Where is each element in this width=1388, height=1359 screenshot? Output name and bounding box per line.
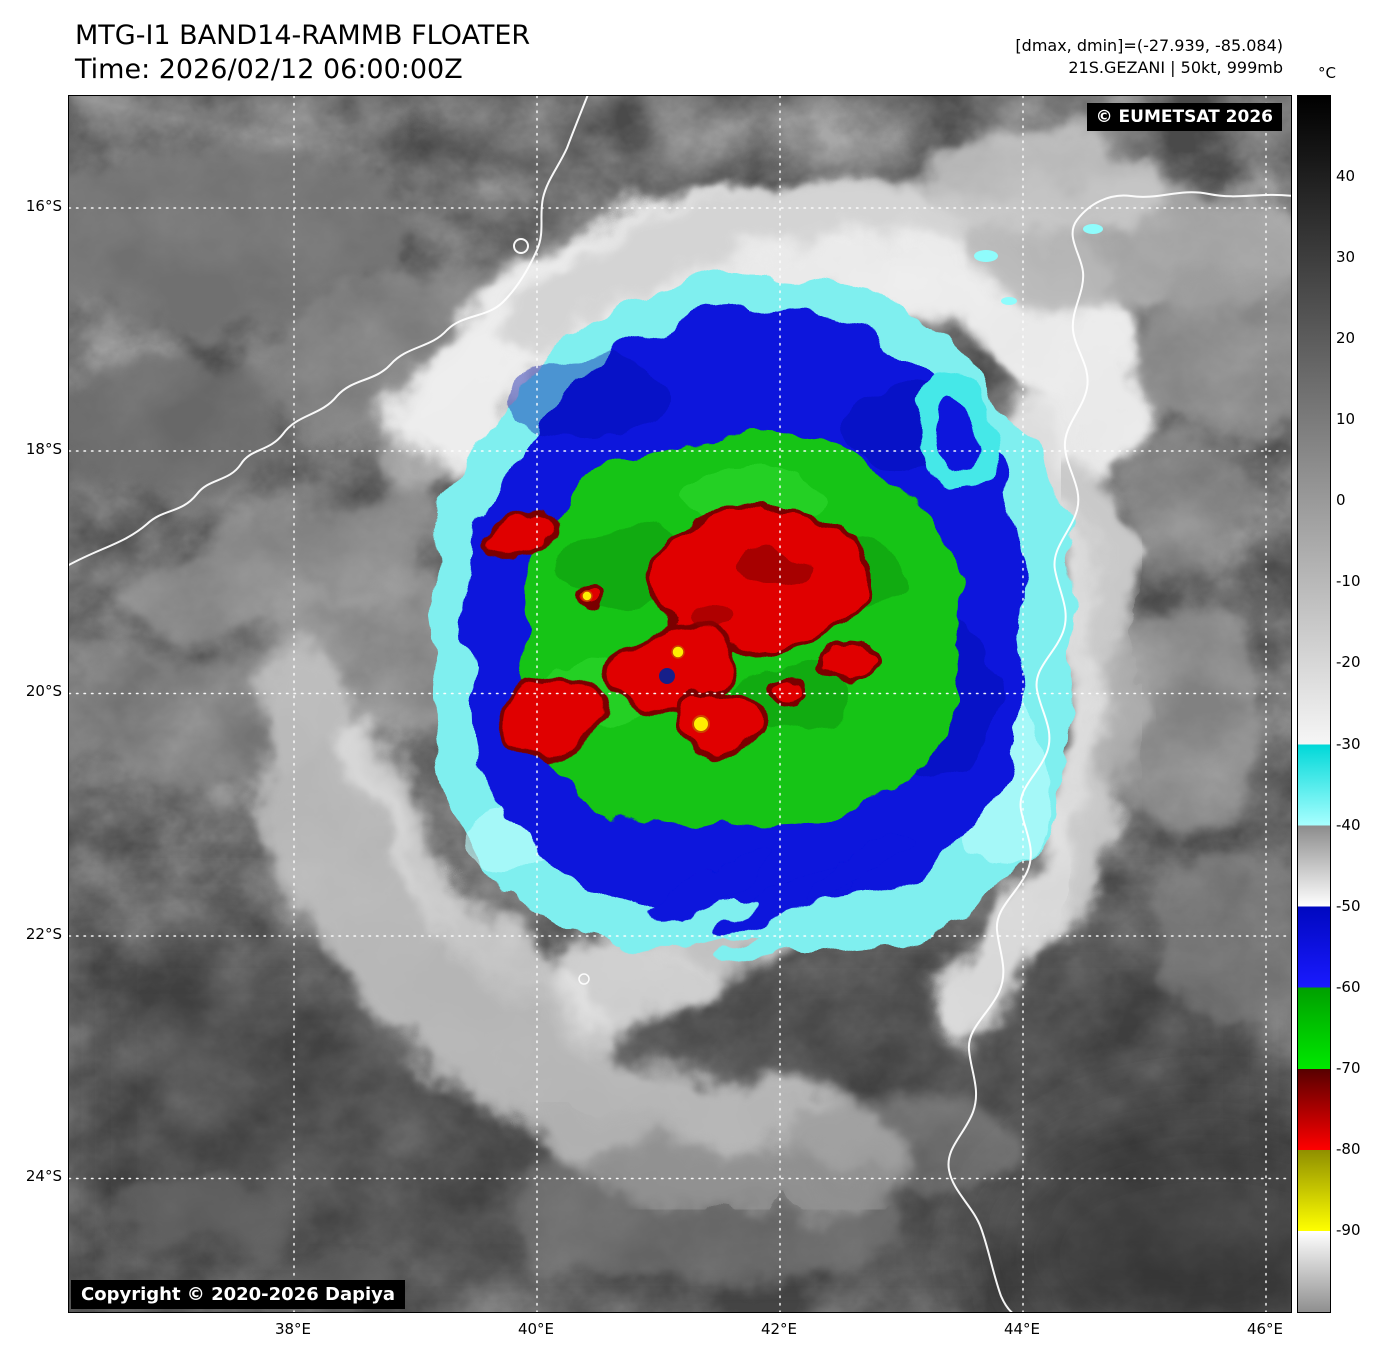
colorbar-tick-label: 0: [1336, 491, 1346, 509]
colorbar-tick-label: -10: [1336, 572, 1361, 590]
lat-label-20s: 20°S: [0, 682, 62, 700]
colorbar-tick-label: -90: [1336, 1221, 1361, 1239]
colorbar-tick-label: 20: [1336, 329, 1355, 347]
colorbar-tick-label: -60: [1336, 978, 1361, 996]
product-time: Time: 2026/02/12 06:00:00Z: [75, 54, 463, 85]
lat-label-22s: 22°S: [0, 925, 62, 943]
lon-label-44e: 44°E: [982, 1320, 1062, 1338]
colorbar-ticks: 40 30 20 10 0 -10 -20 -30 -40 -50 -60 -70 -80 -90: [1336, 95, 1388, 1311]
satellite-product-page: MTG-I1 BAND14-RAMMB FLOATER Time: 2026/0…: [0, 0, 1388, 1359]
satellite-map: © EUMETSAT 2026 Copyright © 2020-2026 Da…: [68, 95, 1292, 1313]
colorbar: [1297, 95, 1331, 1313]
dmax-dmin-readout: [dmax, dmin]=(-27.939, -85.084): [1015, 36, 1283, 55]
northeast-cold-cell: [912, 373, 996, 489]
colorbar-tick-label: 10: [1336, 410, 1355, 428]
lon-label-40e: 40°E: [496, 1320, 576, 1338]
copyright-badge: Copyright © 2020-2026 Dapiya: [71, 1280, 405, 1309]
colorbar-tick-label: 40: [1336, 167, 1355, 185]
lon-label-46e: 46°E: [1225, 1320, 1305, 1338]
colorbar-tick-label: -70: [1336, 1059, 1361, 1077]
lon-label-38e: 38°E: [253, 1320, 333, 1338]
colorbar-tick-label: -40: [1336, 816, 1361, 834]
lat-label-16s: 16°S: [0, 197, 62, 215]
product-title: MTG-I1 BAND14-RAMMB FLOATER: [75, 20, 530, 51]
lat-label-18s: 18°S: [0, 440, 62, 458]
eye-region-spot: [659, 668, 675, 684]
lat-label-24s: 24°S: [0, 1167, 62, 1185]
colorbar-tick-label: -20: [1336, 653, 1361, 671]
colorbar-tick-label: -30: [1336, 735, 1361, 753]
colorbar-tick-label: 30: [1336, 248, 1355, 266]
colorbar-tick-label: -50: [1336, 897, 1361, 915]
colorbar-unit-label: °C: [1318, 64, 1336, 82]
satellite-image: [69, 96, 1291, 1312]
lon-label-42e: 42°E: [739, 1320, 819, 1338]
colorbar-tick-label: -80: [1336, 1140, 1361, 1158]
eumetsat-credit-badge: © EUMETSAT 2026: [1087, 103, 1282, 131]
storm-readout: 21S.GEZANI | 50kt, 999mb: [1068, 58, 1283, 77]
